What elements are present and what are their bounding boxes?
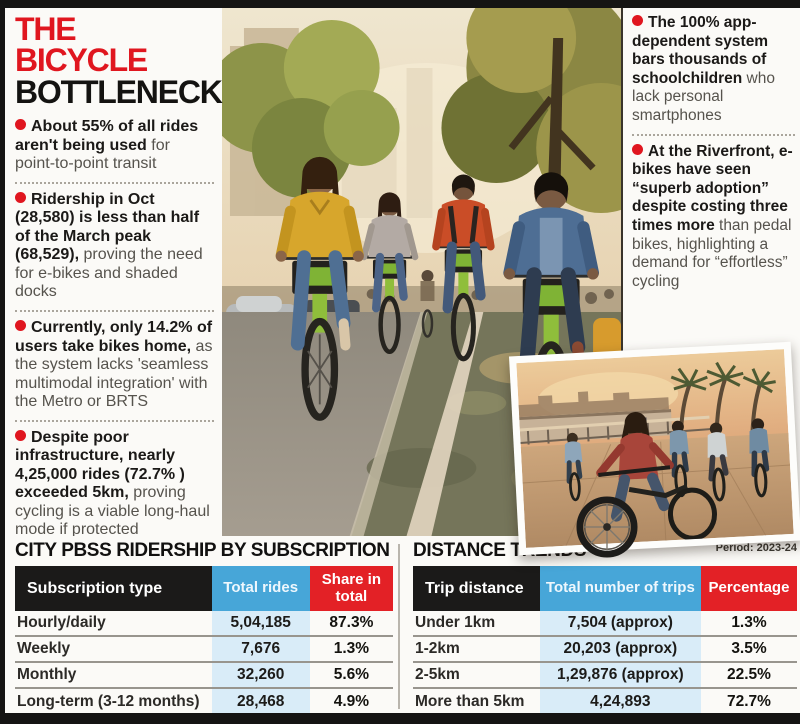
table-row: Long-term (3-12 months) 28,468 4.9% <box>15 689 393 715</box>
column-header: Subscription type <box>15 566 212 611</box>
table-cell: 20,203 (approx) <box>539 637 701 661</box>
table-header-row: Trip distance Total number of trips Perc… <box>413 566 797 611</box>
table-cell: 72.7% <box>727 693 771 710</box>
headline: THE BICYCLE BOTTLENECK <box>15 11 223 110</box>
distance-table: DISTANCE TRENDS Period: 2023-24 Trip dis… <box>413 540 797 715</box>
table-row: 1-2km 20,203 (approx) 3.5% <box>413 637 797 663</box>
table-cell: 1-2km <box>415 640 460 657</box>
table-header-row: Subscription type Total rides Share in t… <box>15 566 393 611</box>
fact-ebike-adoption: At the Riverfront, e-bikes have seen “su… <box>632 143 795 292</box>
riverfront-scene-illustration <box>516 349 794 548</box>
column-header: Trip distance <box>413 566 540 611</box>
table-cell: 2-5km <box>415 666 460 683</box>
fact-rest: than pedal bikes, highlighting a demand … <box>632 216 792 290</box>
table-row: Weekly 7,676 1.3% <box>15 637 393 663</box>
bullet-icon <box>632 15 643 26</box>
fact-bold: The 100% app-dependent system bars thous… <box>632 14 769 87</box>
table-cell: 7,504 (approx) <box>539 611 701 635</box>
column-header: Share in total <box>309 566 393 611</box>
headline-line1: THE BICYCLE <box>15 11 148 79</box>
left-border <box>0 0 5 724</box>
table-row: More than 5km 4,24,893 72.7% <box>413 689 797 715</box>
table-cell: 5,04,185 <box>211 611 310 635</box>
fact-bold: At the Riverfront, e-bikes have seen “su… <box>632 142 793 234</box>
street-scene-illustration <box>222 8 621 536</box>
table-cell: More than 5km <box>415 693 525 710</box>
table-cell: 1,29,876 (approx) <box>539 663 701 687</box>
fact-rest: for point-to-point transit <box>15 136 170 173</box>
fact-bold: Despite poor infrastructure, nearly 4,25… <box>15 428 185 502</box>
table-cell: 22.5% <box>727 666 771 683</box>
dotted-divider <box>632 133 795 136</box>
table-cell: Monthly <box>17 666 77 683</box>
fact-bikes-home: Currently, only 14.2% of users take bike… <box>15 319 214 412</box>
fact-app-dependency: The 100% app-dependent system bars thous… <box>632 14 795 126</box>
subscription-table: CITY PBSS RIDERSHIP BY SUBSCRIPTION Subs… <box>15 540 393 715</box>
table-cell: 1.3% <box>731 614 767 631</box>
headline-line2: BOTTLENECK <box>15 73 223 110</box>
left-facts-panel: THE BICYCLE BOTTLENECK About 55% of all … <box>5 8 223 538</box>
table-cell: 4.9% <box>333 693 370 710</box>
fact-rest: proving the need for e-bikes and shaded … <box>15 246 203 301</box>
bicycle-wheel-popout-icon <box>576 495 638 559</box>
column-header: Total rides <box>211 566 310 611</box>
street-cycling-photo <box>222 8 623 536</box>
table-cell: 87.3% <box>329 614 374 631</box>
table-cell: 4,24,893 <box>539 689 701 715</box>
subscription-table-title: CITY PBSS RIDERSHIP BY SUBSCRIPTION <box>15 540 390 561</box>
bullet-icon <box>15 119 26 131</box>
bullet-icon <box>632 143 643 155</box>
table-cell: Under 1km <box>415 614 496 631</box>
bullet-icon <box>15 320 26 331</box>
riverfront-inset-photo <box>508 341 800 556</box>
fact-long-rides: Despite poor infrastructure, nearly 4,25… <box>15 429 214 540</box>
fact-rides-usage: About 55% of all rides aren't being used… <box>15 118 214 174</box>
bottom-border <box>0 713 800 724</box>
table-cell: 28,468 <box>211 689 310 715</box>
table-row: Hourly/daily 5,04,185 87.3% <box>15 611 393 637</box>
table-cell: Weekly <box>17 640 71 657</box>
data-tables-section: CITY PBSS RIDERSHIP BY SUBSCRIPTION Subs… <box>5 536 800 715</box>
bullet-icon <box>15 191 26 203</box>
fact-rest: as the system lacks 'seamless multimodal… <box>15 337 213 411</box>
table-divider <box>398 544 400 709</box>
fact-bold: About 55% of all rides aren't being used <box>15 118 199 154</box>
fact-ridership-drop: Ridership in Oct (28,580) is less than h… <box>15 191 214 302</box>
fact-rest: proving cycling is a viable long-haul mo… <box>15 484 210 539</box>
period-label: Period: 2023-24 <box>715 542 797 554</box>
table-cell: 5.6% <box>333 666 370 683</box>
wheel-icon <box>576 496 638 558</box>
table-row: 2-5km 1,29,876 (approx) 22.5% <box>413 663 797 689</box>
table-row: Under 1km 7,504 (approx) 1.3% <box>413 611 797 637</box>
table-cell: Hourly/daily <box>17 614 106 631</box>
column-header: Percentage <box>700 566 797 611</box>
table-cell: 3.5% <box>731 640 767 657</box>
dotted-divider <box>15 181 214 184</box>
table-cell: 1.3% <box>333 640 370 657</box>
table-cell: 32,260 <box>211 663 310 687</box>
table-cell: 7,676 <box>211 637 310 661</box>
column-header: Total number of trips <box>539 566 701 611</box>
table-cell: Long-term (3-12 months) <box>17 693 200 710</box>
table-row: Monthly 32,260 5.6% <box>15 663 393 689</box>
bullet-icon <box>15 429 26 441</box>
fact-bold: Ridership in Oct (28,580) is less than h… <box>15 190 200 264</box>
fact-rest: who lack personal smartphones <box>632 69 775 124</box>
dotted-divider <box>15 310 214 312</box>
fact-bold: Currently, only 14.2% of users take bike… <box>15 319 213 355</box>
top-border <box>0 0 800 8</box>
dotted-divider <box>15 419 214 422</box>
